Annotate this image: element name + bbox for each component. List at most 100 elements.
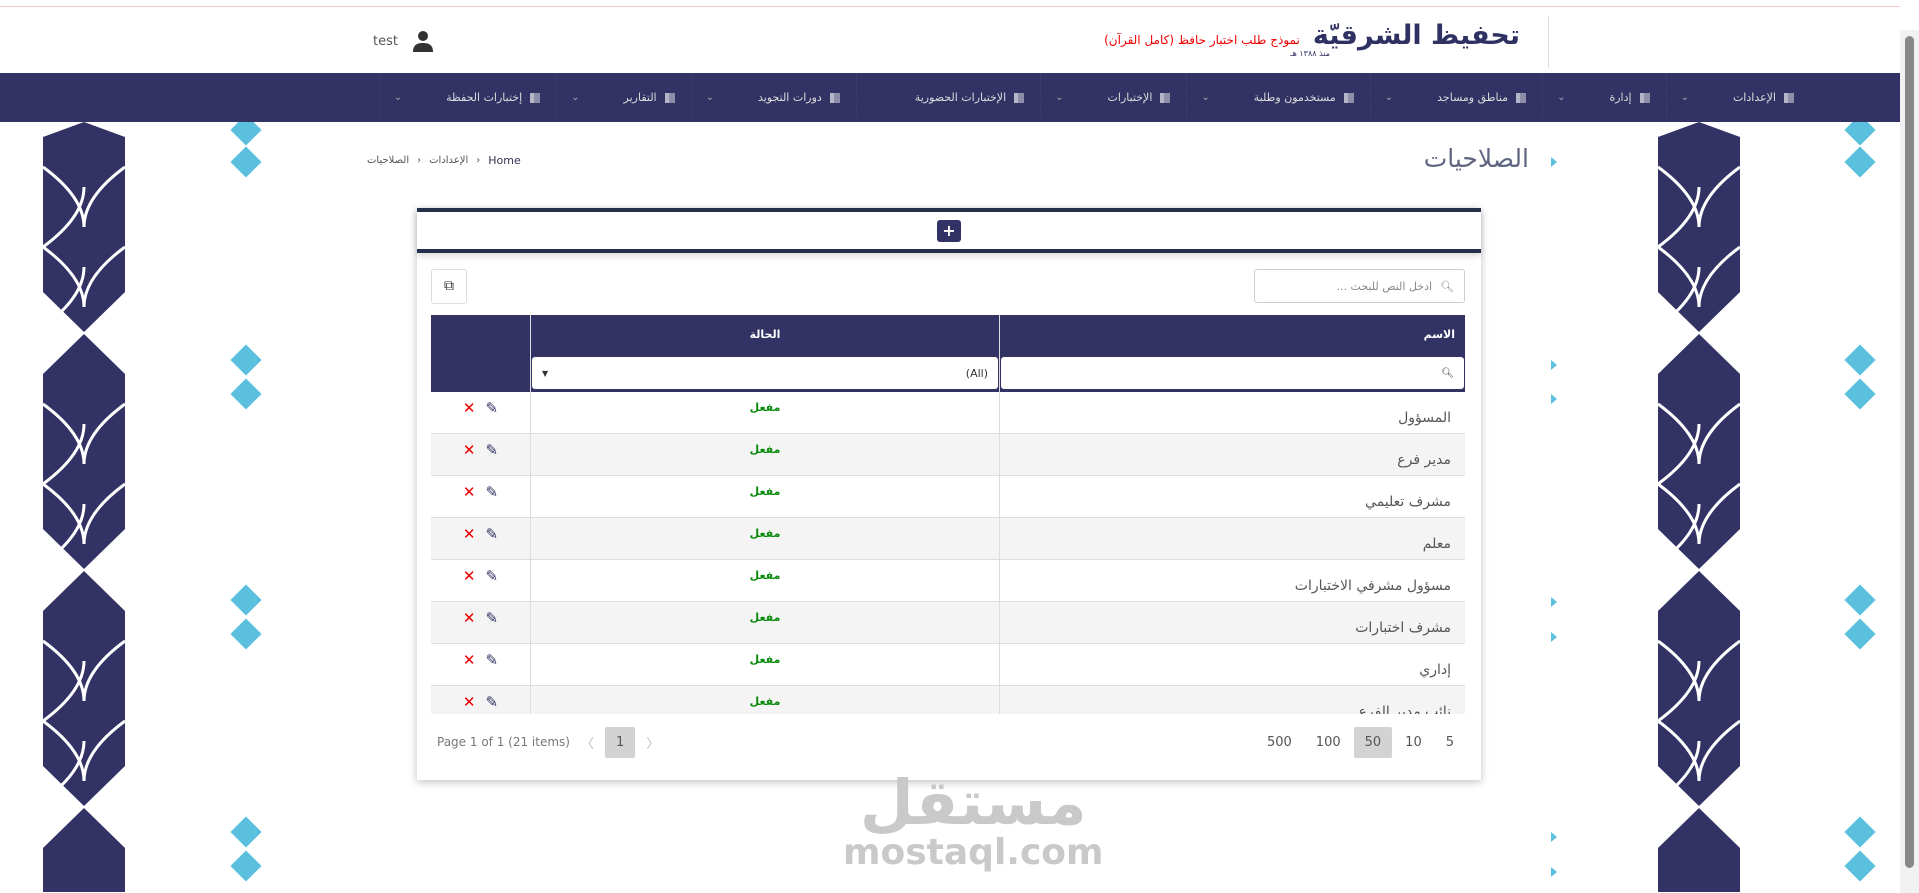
edit-icon[interactable]: ✎ [485, 650, 499, 669]
triangle-decoration [1551, 597, 1557, 607]
search-input[interactable]: 🔍︎ ادخل النص للبحث ... [1254, 269, 1465, 303]
table-row[interactable]: مسؤول مشرفي الاختبارات مفعل ✎ ✕ [431, 560, 1465, 602]
table-row[interactable]: مدير فرع مفعل ✎ ✕ [431, 434, 1465, 476]
name-filter-input[interactable]: 🔍︎ [1001, 357, 1464, 389]
delete-icon[interactable]: ✕ [462, 440, 476, 459]
nav-item[interactable]: مستخدمون وطلبة ⌄ [1186, 73, 1369, 122]
edit-icon[interactable]: ✎ [485, 566, 499, 585]
table-row[interactable]: المسؤول مفعل ✎ ✕ [431, 392, 1465, 434]
page-size-selector: 5 10 50 100 500 [1256, 726, 1465, 758]
grid-icon [1782, 90, 1796, 105]
grid-icon [1158, 90, 1173, 105]
table-row[interactable]: مشرف اختبارات مفعل ✎ ✕ [431, 602, 1465, 644]
search-icon: 🔍︎ [1441, 367, 1454, 379]
arc-pattern [1657, 719, 1741, 803]
table-row[interactable]: معلم مفعل ✎ ✕ [431, 518, 1465, 560]
next-page-button[interactable]: 〉 [646, 736, 660, 752]
edit-icon[interactable]: ✎ [485, 482, 499, 501]
nav-item[interactable]: دورات التجويد ⌄ [690, 73, 856, 122]
page-size-10[interactable]: 10 [1405, 734, 1422, 750]
triangle-decoration [1551, 360, 1557, 370]
logo-since: منذ ١٣٨٨ هـ [1290, 49, 1330, 58]
delete-icon[interactable]: ✕ [462, 398, 476, 417]
delete-icon[interactable]: ✕ [462, 692, 476, 711]
add-folder-button[interactable]: + [937, 219, 961, 242]
nav-label: مستخدمون وطلبة [1253, 91, 1336, 104]
nav-item[interactable]: إدارة ⌄ [1542, 73, 1665, 122]
grid-icon [1341, 90, 1356, 105]
diamond-decoration [1844, 584, 1876, 616]
delete-icon[interactable]: ✕ [462, 566, 476, 585]
triangle-decoration [1551, 394, 1557, 404]
triangle-decoration [1551, 632, 1557, 642]
diamond-decoration [1844, 122, 1876, 146]
diamond-decoration [230, 850, 262, 882]
scrollbar-thumb[interactable] [1905, 36, 1914, 868]
logo-subtitle: نموذج طلب اختبار حافظ (كامل القرآن) [1104, 32, 1300, 47]
nav-item[interactable]: الإعدادات ⌄ [1665, 73, 1810, 122]
column-chooser-button[interactable]: ⧉ [431, 269, 467, 304]
watermark-en: mostaql.com [843, 832, 1104, 873]
table-row[interactable]: إداري مفعل ✎ ✕ [431, 644, 1465, 686]
edit-icon[interactable]: ✎ [485, 524, 499, 543]
grid-icon [528, 90, 543, 105]
nav-label: دورات التجويد [758, 91, 822, 104]
grid-toolbar: ⧉ 🔍︎ ادخل النص للبحث ... [431, 269, 1465, 309]
logo[interactable]: تحفيظ الشرقيّة نموذج طلب اختبار حافظ (كا… [1104, 20, 1520, 58]
page-1-button[interactable]: 1 [604, 726, 636, 758]
diamond-decoration [1844, 378, 1876, 410]
page-size-500[interactable]: 500 [1266, 734, 1292, 750]
page-size-5[interactable]: 5 [1445, 734, 1454, 750]
nav-item[interactable]: الإختبارات الحضورية [855, 73, 1040, 122]
edit-icon[interactable]: ✎ [485, 692, 499, 711]
nav-label: الإختبارات [1107, 91, 1153, 104]
table-row[interactable]: مشرف تعليمي مفعل ✎ ✕ [431, 476, 1465, 518]
page-size-100[interactable]: 100 [1315, 734, 1341, 750]
nav-item[interactable]: مناطق ومساجد ⌄ [1369, 73, 1542, 122]
breadcrumb-settings[interactable]: الإعدادات [429, 155, 469, 166]
logo-text: تحفيظ الشرقيّة [1312, 20, 1520, 51]
role-name: مدير فرع [999, 434, 1465, 475]
grid-body[interactable]: المسؤول مفعل ✎ ✕ مدير فرع مفعل ✎ ✕ مشرف تعليمي مف… [431, 392, 1465, 714]
delete-icon[interactable]: ✕ [462, 650, 476, 669]
nav-item[interactable]: إختبارات الحفظة ⌄ [378, 73, 556, 122]
header-status[interactable]: الحالة [530, 315, 999, 354]
divider [1548, 16, 1549, 68]
grid-icon [1514, 90, 1529, 105]
status-badge: مفعل [530, 686, 999, 714]
chevron-icon: › [476, 155, 481, 166]
status-filter-select[interactable]: (All) ▼ [532, 357, 998, 389]
page-size-50[interactable]: 50 [1353, 726, 1393, 758]
edit-icon[interactable]: ✎ [485, 608, 499, 627]
role-name: مسؤول مشرفي الاختبارات [999, 560, 1465, 601]
delete-icon[interactable]: ✕ [462, 608, 476, 627]
pager-info: Page 1 of 1 (21 items) [437, 735, 570, 749]
user-menu[interactable]: test [373, 30, 434, 52]
diamond-decoration [1844, 850, 1876, 882]
diamond-decoration [1844, 816, 1876, 848]
chevron-down-icon: ⌄ [1201, 92, 1210, 103]
search-placeholder: ادخل النص للبحث ... [1336, 279, 1433, 293]
user-icon [412, 31, 433, 52]
prev-page-button[interactable]: 〈 [580, 736, 594, 752]
header-name[interactable]: الاسم [999, 315, 1465, 354]
edit-icon[interactable]: ✎ [485, 440, 499, 459]
arc-pattern [1657, 639, 1741, 723]
nav-item[interactable]: التقارير ⌄ [556, 73, 690, 122]
watermark-ar: مستقل [859, 766, 1087, 839]
header-actions [431, 315, 530, 354]
table-row[interactable]: نائب مدير الفرع مفعل ✎ ✕ [431, 686, 1465, 714]
page-scrollbar[interactable] [1900, 30, 1919, 893]
role-name: مشرف تعليمي [999, 476, 1465, 517]
status-filter-value: (All) [965, 366, 988, 380]
hexagon-pattern [1658, 808, 1740, 892]
edit-icon[interactable]: ✎ [485, 398, 499, 417]
delete-icon[interactable]: ✕ [462, 524, 476, 543]
nav-label: مناطق ومساجد [1437, 91, 1509, 104]
delete-icon[interactable]: ✕ [462, 482, 476, 501]
nav-label: التقارير [623, 91, 657, 104]
left-decoration [42, 122, 262, 892]
nav-item[interactable]: الإختبارات ⌄ [1040, 73, 1186, 122]
breadcrumb-home[interactable]: Home [488, 154, 521, 167]
triangle-decoration [1551, 157, 1557, 167]
